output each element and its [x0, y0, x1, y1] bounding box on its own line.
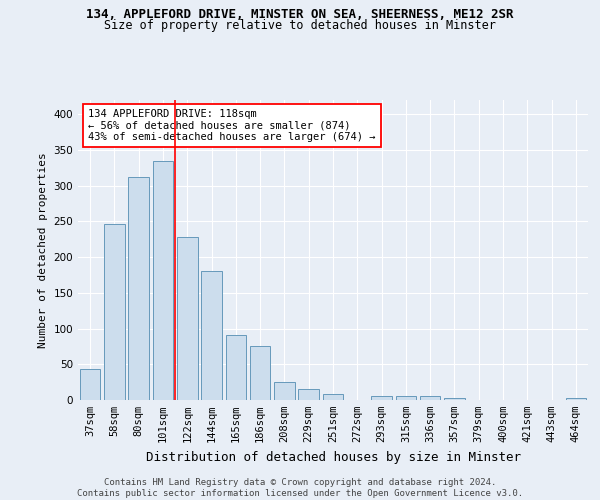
- Bar: [80, 368, 100, 400]
- Bar: [177, 237, 197, 400]
- Text: 134, APPLEFORD DRIVE, MINSTER ON SEA, SHEERNESS, ME12 2SR: 134, APPLEFORD DRIVE, MINSTER ON SEA, SH…: [86, 8, 514, 20]
- Bar: [201, 272, 222, 400]
- Text: 134 APPLEFORD DRIVE: 118sqm
← 56% of detached houses are smaller (874)
43% of se: 134 APPLEFORD DRIVE: 118sqm ← 56% of det…: [88, 109, 376, 142]
- X-axis label: Distribution of detached houses by size in Minster: Distribution of detached houses by size …: [146, 450, 521, 464]
- Bar: [420, 396, 440, 400]
- Bar: [395, 396, 416, 400]
- Bar: [323, 394, 343, 400]
- Y-axis label: Number of detached properties: Number of detached properties: [38, 152, 48, 348]
- Bar: [298, 390, 319, 400]
- Bar: [444, 398, 465, 400]
- Bar: [250, 346, 271, 400]
- Bar: [371, 396, 392, 400]
- Bar: [226, 335, 246, 400]
- Bar: [566, 398, 586, 400]
- Bar: [152, 160, 173, 400]
- Text: Contains HM Land Registry data © Crown copyright and database right 2024.
Contai: Contains HM Land Registry data © Crown c…: [77, 478, 523, 498]
- Text: Size of property relative to detached houses in Minster: Size of property relative to detached ho…: [104, 18, 496, 32]
- Bar: [274, 382, 295, 400]
- Bar: [128, 177, 149, 400]
- Bar: [104, 224, 125, 400]
